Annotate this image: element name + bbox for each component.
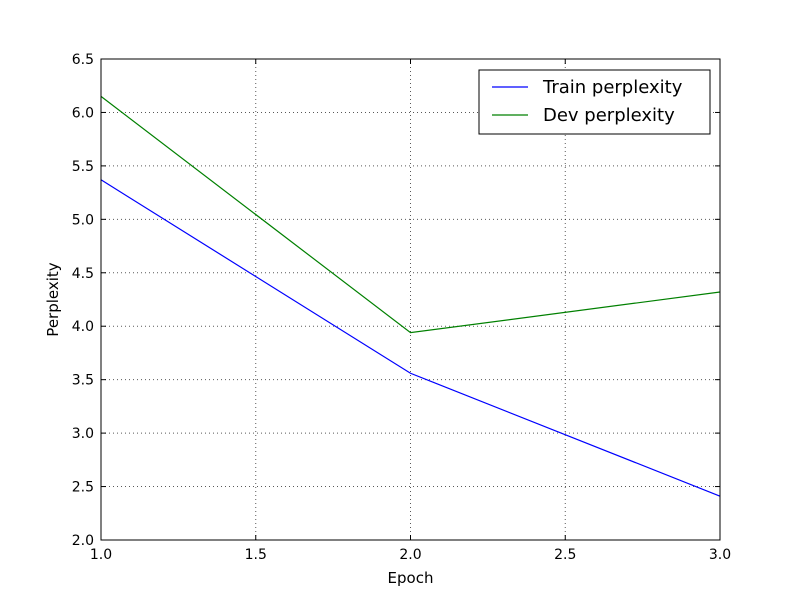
x-tick-label: 3.0 [709, 547, 731, 563]
series-line-dev [100, 95, 721, 334]
y-tick-label: 2.0 [72, 533, 94, 549]
x-tick-label: 1.0 [90, 547, 112, 563]
legend-label: Train perplexity [542, 77, 683, 98]
y-tick-label: 6.0 [72, 105, 94, 121]
y-tick-label: 3.5 [72, 373, 94, 389]
y-axis-label: Perplexity [44, 262, 62, 336]
x-tick-label: 2.0 [399, 547, 421, 563]
x-axis-label: Epoch [388, 569, 434, 587]
y-tick-label: 5.5 [72, 159, 94, 175]
y-tick-label: 4.0 [72, 319, 94, 335]
legend-box [478, 69, 711, 135]
y-tick-label: 4.5 [72, 266, 94, 282]
x-tick-label: 2.5 [554, 547, 576, 563]
y-tick-label: 5.0 [72, 212, 94, 228]
y-tick-label: 2.5 [72, 480, 94, 496]
series-line-train [100, 179, 721, 497]
legend-label: Dev perplexity [543, 105, 675, 126]
legend: Train perplexity Dev perplexity [478, 69, 711, 135]
data-series [100, 95, 721, 497]
y-tick-label: 6.5 [72, 52, 94, 68]
x-tick-label: 1.5 [245, 547, 267, 563]
axis-ticks: 1.0 1.5 2.0 2.5 3.0 2.0 2.5 3.0 3.5 4.0 4.5 5.0 5.5 6… [72, 52, 731, 563]
y-tick-label: 3.0 [72, 426, 94, 442]
